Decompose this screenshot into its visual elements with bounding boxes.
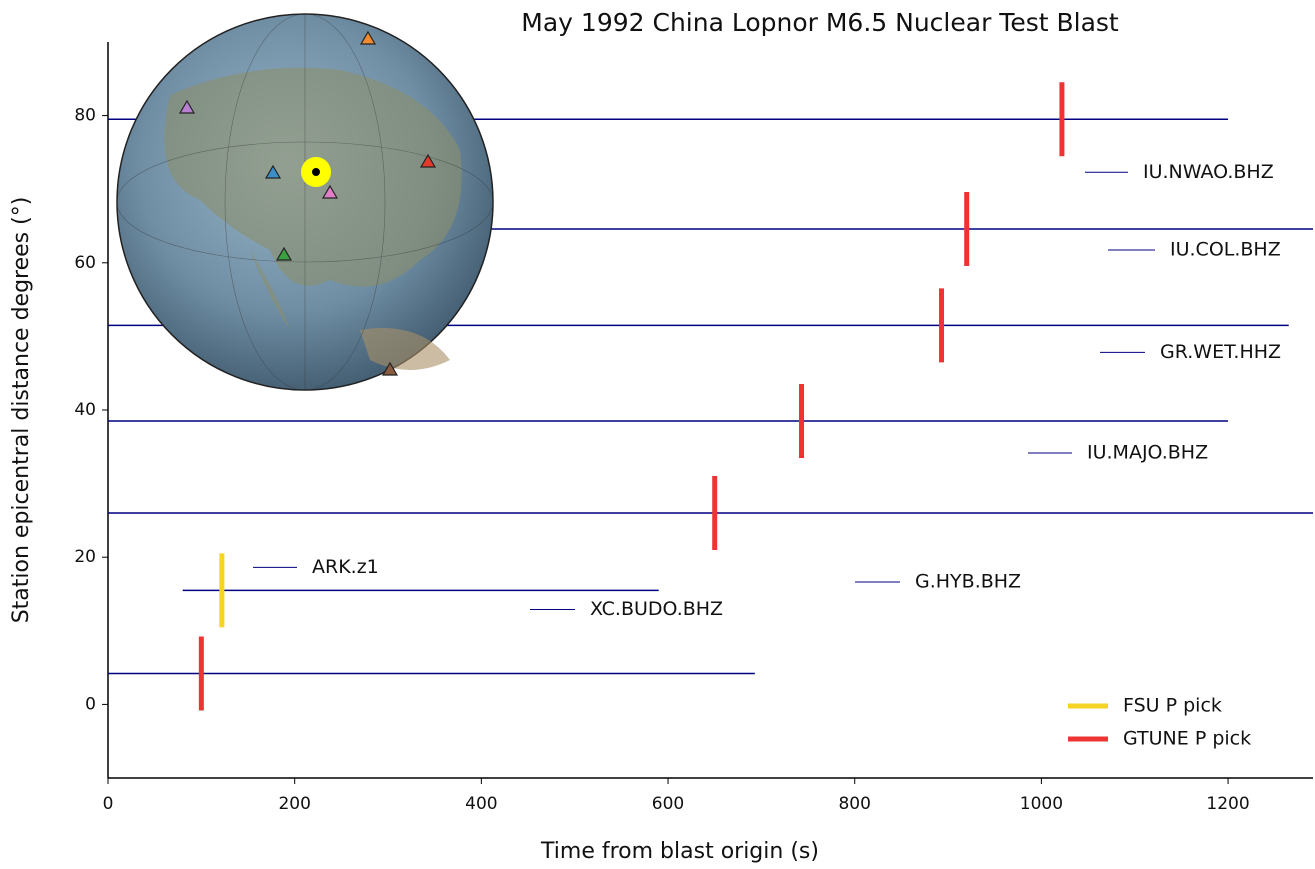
x-axis-label: Time from blast origin (s)	[540, 839, 819, 864]
station-label: IU.COL.BHZ	[1170, 238, 1281, 260]
x-tick-label: 400	[465, 794, 497, 814]
y-tick-label: 60	[74, 253, 96, 273]
station-label: G.HYB.BHZ	[915, 571, 1021, 593]
legend-label: FSU P pick	[1123, 695, 1222, 717]
x-tick-label: 600	[652, 794, 684, 814]
station-label: GR.WET.HHZ	[1160, 341, 1281, 363]
y-tick-label: 0	[85, 694, 96, 714]
globe-inset	[117, 14, 493, 390]
station-label: XC.BUDO.BHZ	[590, 598, 723, 620]
x-tick-label: 200	[278, 794, 310, 814]
y-tick-label: 20	[74, 547, 96, 567]
x-tick-label: 1200	[1206, 794, 1249, 814]
chart-title: May 1992 China Lopnor M6.5 Nuclear Test …	[521, 8, 1119, 37]
x-tick-label: 1000	[1020, 794, 1063, 814]
legend: FSU P pick GTUNE P pick	[1068, 695, 1251, 750]
y-axis-label: Station epicentral distance degrees (°)	[9, 197, 34, 624]
station-label: IU.MAJO.BHZ	[1087, 442, 1208, 464]
x-tick-label: 800	[838, 794, 870, 814]
x-tick-label: 0	[103, 794, 114, 814]
station-label: ARK.z1	[312, 556, 379, 578]
legend-label: GTUNE P pick	[1123, 728, 1251, 750]
y-tick-label: 40	[74, 400, 96, 420]
station-label: IU.NWAO.BHZ	[1143, 161, 1274, 183]
chart: May 1992 China Lopnor M6.5 Nuclear Test …	[0, 0, 1315, 869]
y-tick-label: 80	[74, 106, 96, 126]
